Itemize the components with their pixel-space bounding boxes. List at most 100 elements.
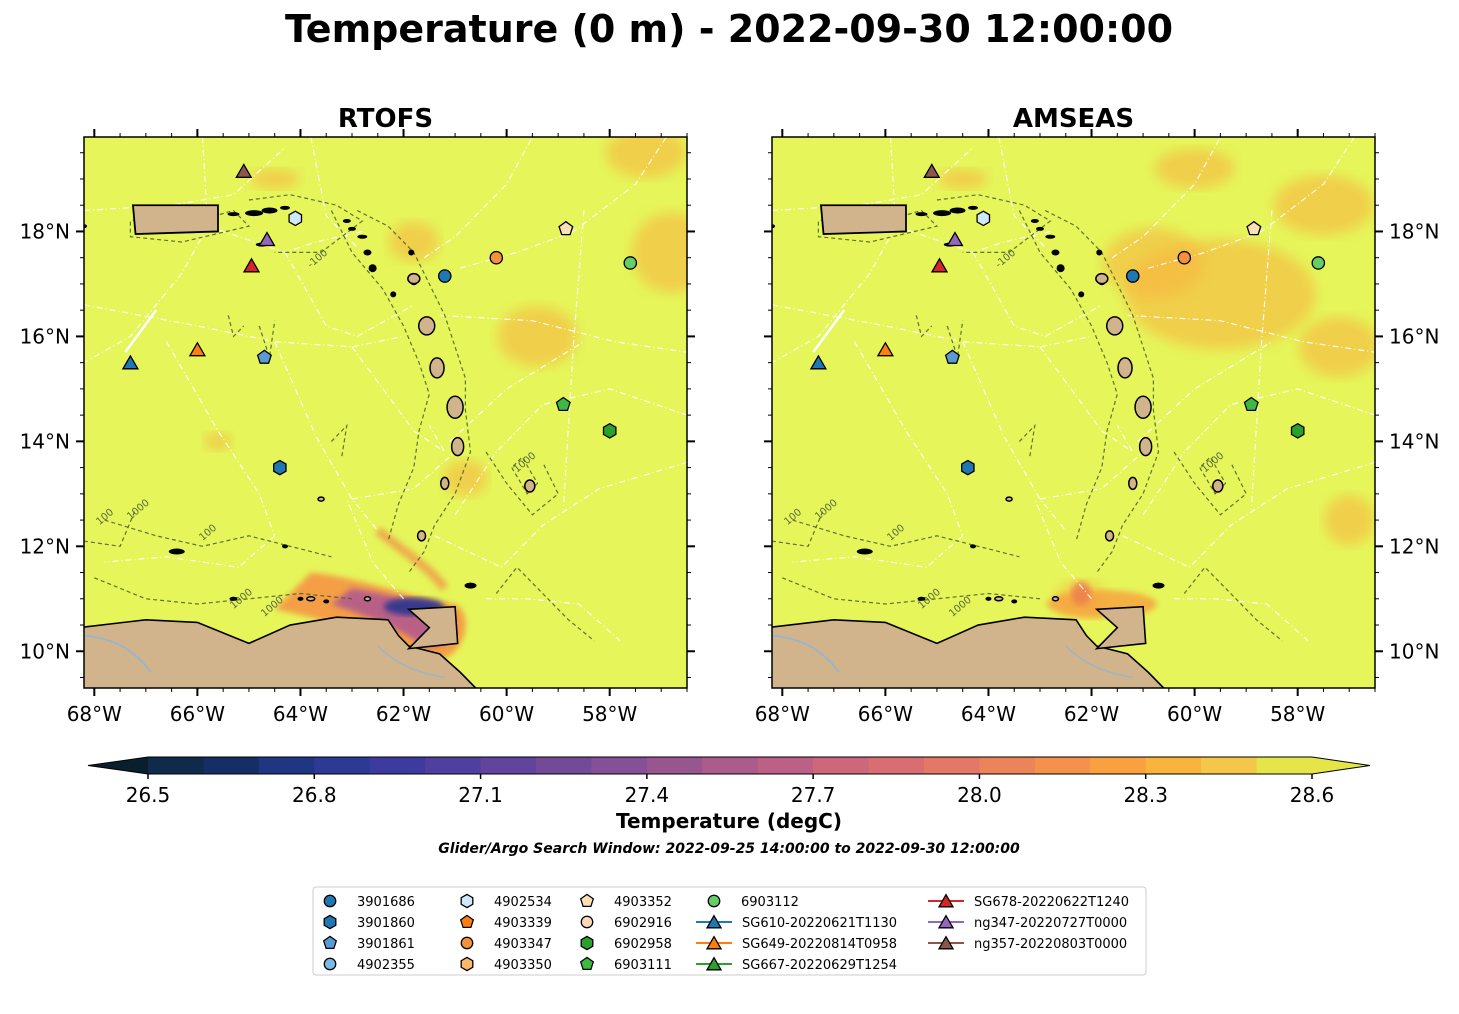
legend-label: 4902534 <box>494 895 552 910</box>
bathymetry-contour <box>915 315 933 338</box>
legend-marker <box>323 894 337 908</box>
eez-boundary-line <box>434 461 687 569</box>
legend-label: SG667-20220629T1254 <box>742 958 897 973</box>
legend-marker <box>705 956 723 971</box>
bathymetry-contour <box>330 423 348 458</box>
small-island <box>917 596 926 601</box>
small-island <box>933 210 952 217</box>
land-tobago <box>1152 582 1165 589</box>
colorbar-tick-label: 26.5 <box>126 783 171 807</box>
colorbar-segment <box>203 757 260 774</box>
eez-boundary-line <box>853 341 964 537</box>
x-tick-label: 68°W <box>67 702 122 726</box>
legend-label: 3901860 <box>357 916 415 931</box>
river <box>84 634 152 673</box>
colorbar-segment <box>536 757 593 774</box>
small-island <box>348 226 356 231</box>
legend-marker <box>580 935 594 951</box>
small-island <box>297 596 304 601</box>
x-tick-label: 58°W <box>1270 702 1325 726</box>
eez-boundary-line <box>972 252 1103 338</box>
land-south-america <box>84 616 477 688</box>
x-tick-label: 58°W <box>582 702 637 726</box>
colorbar-extend-min <box>88 757 148 774</box>
eez-boundary-line <box>207 225 363 254</box>
small-island <box>968 205 978 210</box>
cool-plume-filament <box>374 527 449 592</box>
colorbar-tick-label: 26.8 <box>292 783 337 807</box>
small-island <box>1051 249 1060 256</box>
island-lesser-antilles <box>1128 476 1138 491</box>
legend-label: 4903347 <box>494 937 552 952</box>
bathymetry-contour <box>772 509 825 547</box>
island-lesser-antilles <box>1138 436 1153 457</box>
eez-boundary-line <box>84 137 209 364</box>
platform-marker-6903111 <box>555 396 571 412</box>
warm-anomaly-patch <box>388 221 439 262</box>
eez-boundary-line <box>284 252 415 338</box>
island-lesser-antilles <box>407 272 421 285</box>
small-island <box>227 212 240 217</box>
colorbar-segment <box>1034 757 1091 774</box>
land-puerto-rico <box>819 204 907 236</box>
small-island <box>1030 218 1039 223</box>
warm-anomaly-patch <box>249 168 300 189</box>
bathymetry-contour <box>936 194 1052 253</box>
colorbar-tick-label: 28.0 <box>957 783 1002 807</box>
legend-label: 6902958 <box>614 937 672 952</box>
platform-marker-ng347-20220727T0000 <box>258 231 276 247</box>
platform-marker-ng357-20220803T0000 <box>923 163 941 178</box>
colorbar-tick-label: 27.7 <box>791 783 836 807</box>
platform-marker-6903111 <box>1243 396 1259 412</box>
x-tick-label: 68°W <box>755 702 810 726</box>
island-lesser-antilles <box>524 479 536 493</box>
legend-label: 4903352 <box>614 895 672 910</box>
land-tobago <box>464 582 477 589</box>
warm-anomaly-patch <box>937 168 988 189</box>
x-tick-label: 60°W <box>1167 702 1222 726</box>
colorbar-segment <box>1145 757 1202 774</box>
bathymetry-contour <box>1018 210 1118 542</box>
small-island <box>970 544 976 549</box>
platform-marker-4903352 <box>558 220 574 236</box>
colorbar-tick-label: 27.4 <box>625 783 670 807</box>
x-tick-label: 66°W <box>170 702 225 726</box>
legend-label: 6903111 <box>614 958 672 973</box>
platform-marker-SG610-20220621T1130 <box>809 354 828 370</box>
platform-marker-4902534 <box>976 210 991 227</box>
x-tick-label: 66°W <box>858 702 913 726</box>
platform-marker-3901861 <box>256 349 272 364</box>
glider-track <box>124 309 158 353</box>
legend-label: 6902916 <box>614 916 672 931</box>
eez-boundary-line <box>439 314 687 353</box>
eez-boundary-line <box>962 341 1067 531</box>
legend-marker <box>459 914 475 929</box>
small-island <box>1056 264 1065 273</box>
eez-boundary-line <box>1034 498 1092 600</box>
legend-label: 3901861 <box>357 937 415 952</box>
colorbar-segment <box>757 757 814 774</box>
island-lesser-antilles <box>446 395 464 420</box>
legend-marker <box>937 935 955 950</box>
bathymetry-contour <box>94 577 353 605</box>
legend-box <box>312 886 1147 976</box>
colorbar-tick-label: 28.6 <box>1290 783 1335 807</box>
island-lesser-antilles <box>417 316 436 336</box>
colorbar-segment <box>480 757 537 774</box>
legend-marker <box>579 956 595 971</box>
eez-boundary-line <box>772 137 897 364</box>
colorbar-segment <box>1256 757 1313 774</box>
eez-boundary-line <box>1127 314 1375 353</box>
colorbar-segment <box>813 757 870 774</box>
colorbar-label: Temperature (degC) <box>616 809 842 833</box>
colorbar-segment <box>1201 757 1258 774</box>
panel-title: AMSEAS <box>1013 104 1134 134</box>
legend-label: 6903112 <box>741 895 799 910</box>
colorbar-tick-label: 27.1 <box>458 783 503 807</box>
small-island <box>280 205 290 210</box>
bathymetry-contour <box>511 456 539 495</box>
small-island <box>357 234 368 239</box>
